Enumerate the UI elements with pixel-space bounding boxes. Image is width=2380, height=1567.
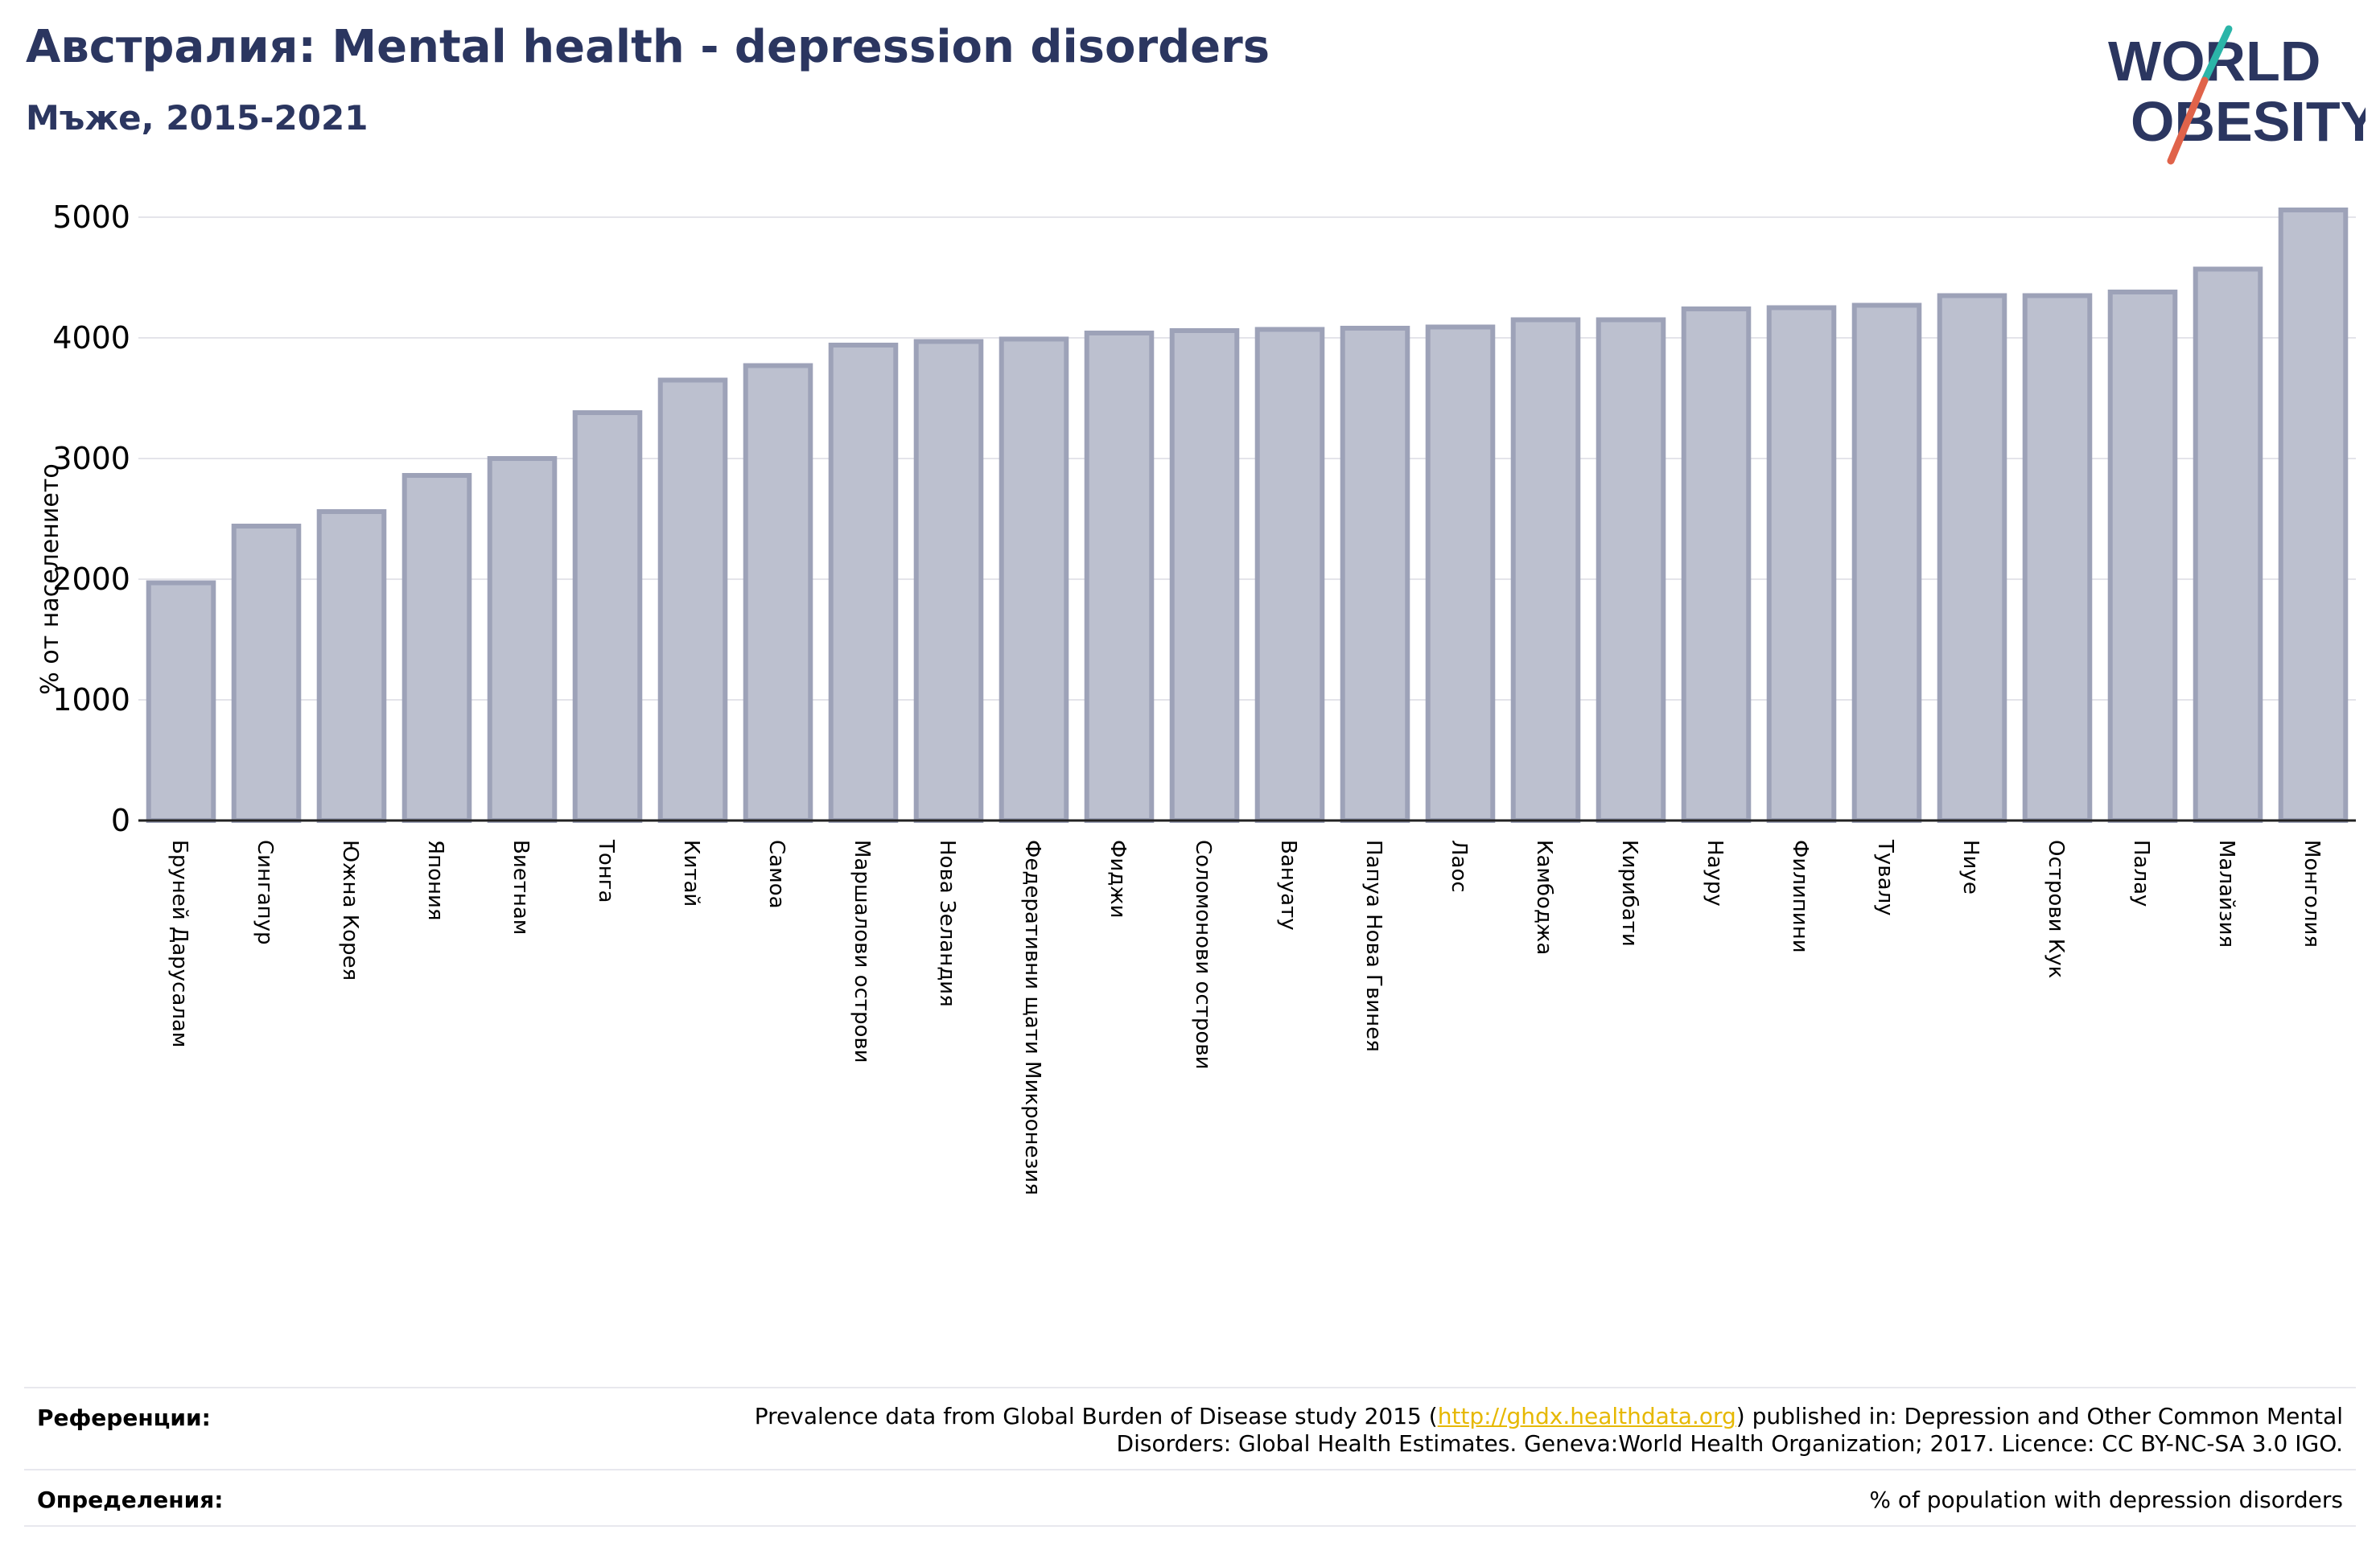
references-link[interactable]: http://ghdx.healthdata.org [1437,1403,1736,1429]
y-tick-label: 1000 [52,682,130,718]
world-obesity-logo: WORLD OBESITY [2108,25,2366,165]
bar [1340,326,1410,823]
chart-subtitle: Мъже, 2015-2021 [26,98,369,138]
bars [146,208,2349,823]
y-tick-label: 2000 [52,561,130,597]
footer-divider-middle [24,1469,2356,1470]
x-tick-label: Фиджи [1106,840,1130,919]
x-tick-label: Виетнам [509,840,533,935]
bar [743,363,813,823]
bar-chart: 0 1000 2000 3000 4000 5000 Бруней Дарусалам Си… [36,199,2356,1195]
bar [487,456,558,823]
y-axis-label: % от населението [36,463,64,694]
bar [1425,324,1496,823]
bar [828,343,899,823]
references-pre: Prevalence data from Global Burden of Di… [754,1403,1438,1429]
bar [1254,327,1325,823]
bar [1766,305,1837,823]
definitions-label: Определения: [37,1487,224,1513]
x-tick-label: Сингапур [253,840,277,945]
bar [146,580,216,823]
footer-divider-bottom [24,1525,2356,1527]
bar [1851,302,1922,823]
references-label: Референции: [37,1405,211,1431]
bar [1169,328,1240,823]
bar [913,339,984,823]
x-tick-label: Тувалу [1873,839,1897,916]
x-tick-label: Нова Зеландия [935,840,959,1007]
x-tick-label: Маршалови острови [850,840,874,1063]
x-tick-label: Соломонови острови [1191,840,1215,1069]
logo-slash-teal [2201,25,2233,84]
bar [657,377,728,823]
x-tick-label: Науру [1703,840,1727,907]
bar [2278,208,2349,823]
bar [1510,317,1581,823]
x-tick-label: Папуа Нова Гвинея [1361,840,1386,1052]
bar [999,336,1069,823]
x-tick-label: Малайзия [2214,840,2238,948]
x-tick-label: Япония [423,840,447,921]
x-tick-label: Лаос [1447,840,1471,893]
bar [1937,293,2007,823]
bar [2193,266,2263,823]
x-axis-ticks: Бруней Дарусалам Сингапур Южна Корея Япония… [167,839,2324,1195]
logo-slash-red [2167,76,2209,165]
x-tick-label: Китай [679,840,703,907]
y-tick-label: 3000 [52,441,130,476]
x-tick-label: Федеративни щати Микронезия [1020,840,1044,1195]
y-tick-label: 0 [111,803,130,838]
chart-title: Австралия: Mental health - depression di… [26,21,1270,73]
definitions-row: Определения: % of population with depres… [24,1469,2356,1525]
references-text: Prevalence data from Global Burden of Di… [755,1403,2343,1458]
x-tick-label: Вануату [1276,840,1300,931]
bar [572,410,643,823]
x-tick-label: Самоа [764,840,789,909]
logo-text-obesity: OBESITY [2131,90,2366,153]
x-tick-label: Кирибати [1617,840,1641,947]
references-post: ) published in: Depression and Other Com… [1736,1403,2343,1429]
bar [1681,306,1752,823]
y-tick-label: 4000 [52,320,130,356]
bar [401,473,472,823]
y-axis-ticks: 0 1000 2000 3000 4000 5000 [52,199,130,838]
bar [1596,317,1666,823]
references-row: Референции: Prevalence data from Global … [24,1387,2356,1467]
footer-divider-top [24,1387,2356,1388]
definitions-text: % of population with depression disorder… [1869,1487,2343,1513]
bar [1084,331,1155,823]
bar [316,509,387,823]
x-tick-label: Филипини [1788,840,1812,953]
x-tick-label: Южна Корея [338,840,362,981]
bar [2022,293,2093,823]
x-tick-label: Тонга [594,839,618,903]
y-tick-label: 5000 [52,199,130,235]
x-tick-label: Камбоджа [1532,840,1556,955]
x-tick-label: Палау [2129,840,2153,907]
references-line2: Disorders: Global Health Estimates. Gene… [1116,1430,2343,1457]
bar [2107,290,2178,823]
x-tick-label: Ниуе [1958,840,1983,895]
bar [231,524,302,823]
x-tick-label: Острови Кук [2044,840,2068,978]
x-tick-label: Бруней Дарусалам [167,840,191,1047]
x-tick-label: Монголия [2300,840,2324,948]
